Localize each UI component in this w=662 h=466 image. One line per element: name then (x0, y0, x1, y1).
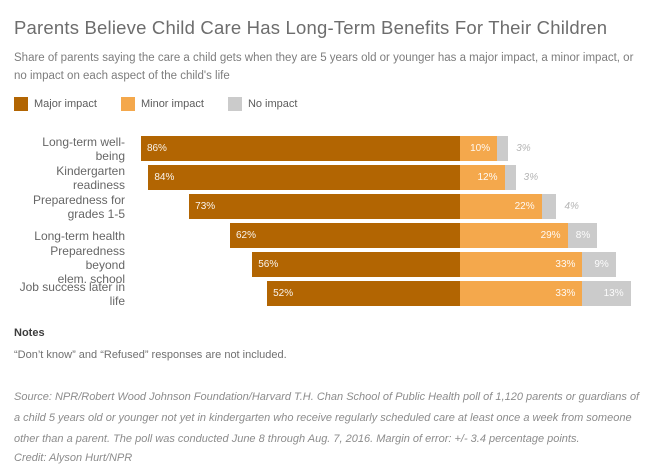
legend-item-none: No impact (227, 96, 298, 111)
bar-value-label: 56% (258, 259, 279, 270)
bar-value-label: 13% (603, 288, 624, 299)
legend-item-minor: Minor impact (120, 96, 204, 111)
bar-value-label: 3% (516, 143, 531, 154)
bar-track: 62% 29% 8% (125, 223, 648, 248)
chart-row: Kindergarten readiness 84% 12% 3% (14, 163, 648, 192)
bar-track: 84% 12% 3% (125, 165, 648, 190)
bar-segment-minor (460, 136, 498, 161)
chart-legend: Major impact Minor impact No impact (14, 96, 648, 111)
bar-segment-major (148, 165, 460, 190)
bar-value-label: 4% (564, 201, 579, 212)
bar-segment-minor (460, 165, 505, 190)
chart-row: Preparedness for grades 1-5 73% 22% 4% (14, 192, 648, 221)
page-title: Parents Believe Child Care Has Long-Term… (14, 17, 608, 38)
bar-segment-major (252, 252, 460, 277)
bar-track: 73% 22% 4% (125, 194, 648, 219)
credit-text: Credit: Alyson Hurt/NPR (14, 452, 133, 464)
bar-value-label: 29% (540, 230, 561, 241)
bar-segment-none (541, 194, 557, 219)
bar-segment-minor (460, 223, 568, 248)
category-label: Job success later in life (19, 279, 125, 308)
bar-segment-minor (460, 252, 583, 277)
bar-value-label: 33% (555, 259, 576, 270)
category-label: Long-term well-being (42, 134, 125, 163)
legend-item-major: Major impact (14, 96, 97, 111)
bar-segment-major (229, 223, 460, 248)
bar-track: 52% 33% 13% (125, 281, 648, 306)
major-impact-swatch-icon (14, 96, 28, 111)
legend-label: No impact (247, 97, 298, 110)
bar-value-label: 86% (146, 143, 167, 154)
bar-segment-none (567, 223, 598, 248)
bar-value-label: 12% (477, 172, 498, 183)
chart-row: Long-term well-being 86% 10% 3% (14, 134, 648, 163)
bar-segment-none (582, 252, 616, 277)
bar-value-label: 22% (514, 201, 535, 212)
bar-segment-none (582, 281, 631, 306)
bar-value-label: 9% (594, 259, 609, 270)
bar-segment-major (140, 136, 460, 161)
minor-impact-swatch-icon (120, 96, 135, 111)
bar-value-label: 52% (273, 288, 294, 299)
chart-row: Long-term health 62% 29% 8% (14, 223, 648, 248)
stacked-bar-chart: Long-term well-being 86% 10% 3% Kindergarten… (14, 134, 648, 308)
chart-row: Job success later in life 52% 33% 13% (14, 279, 648, 308)
bar-segment-minor (460, 281, 583, 306)
bar-segment-major (267, 281, 460, 306)
category-label: Preparedness beyond elem. school (50, 243, 125, 286)
bar-track: 86% 10% 3% (125, 136, 648, 161)
category-label: Kindergarten readiness (56, 163, 125, 192)
notes-section: Notes “Don’t know” and “Refused” respons… (14, 327, 648, 466)
legend-label: Major impact (34, 97, 97, 110)
bar-segment-none (497, 136, 509, 161)
source-text: Source: NPR/Robert Wood Johnson Foundati… (14, 391, 640, 445)
category-label: Long-term health (34, 228, 125, 243)
no-impact-swatch-icon (227, 96, 242, 111)
chart-row: Preparedness beyond elem. school 56% 33% 9% (14, 244, 648, 286)
bar-value-label: 10% (470, 143, 491, 154)
bar-value-label: 3% (523, 172, 539, 183)
bar-value-label: 33% (555, 288, 576, 299)
bar-segment-major (189, 194, 460, 219)
bar-value-label: 62% (235, 230, 256, 241)
bar-track: 56% 33% 9% (125, 252, 648, 277)
bar-segment-minor (460, 194, 542, 219)
bar-value-label: 84% (154, 172, 175, 183)
notes-heading: Notes (14, 327, 45, 339)
bar-value-label: 73% (195, 201, 216, 212)
category-label: Preparedness for grades 1-5 (32, 192, 125, 221)
notes-text: “Don’t know” and “Refused” responses are… (14, 349, 287, 361)
bar-value-label: 8% (575, 230, 591, 241)
chart-subtitle: Share of parents saying the care a child… (14, 52, 634, 82)
bar-segment-none (504, 165, 516, 190)
legend-label: Minor impact (140, 97, 204, 110)
